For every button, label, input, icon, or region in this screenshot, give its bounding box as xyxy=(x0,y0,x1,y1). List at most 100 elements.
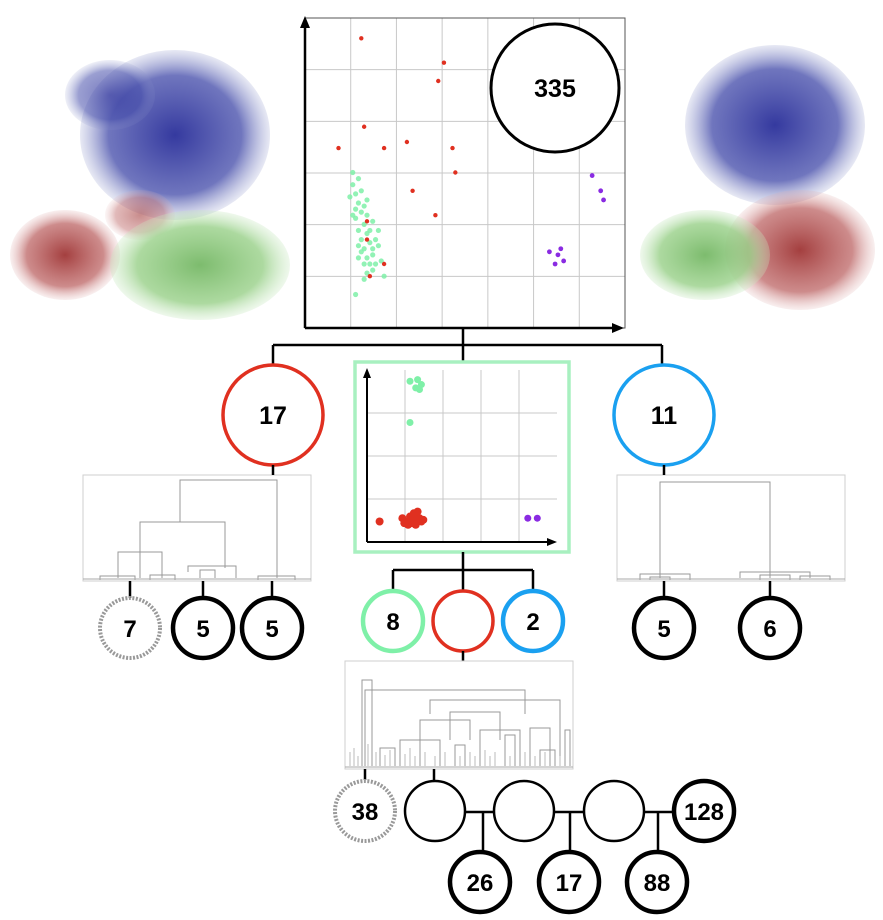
protein-structure-left xyxy=(10,50,290,320)
bottom-chain-node-1 xyxy=(403,779,467,843)
scatter-point-green xyxy=(370,218,376,224)
scatter-top-points xyxy=(336,36,606,298)
scatter-point-green xyxy=(372,237,379,243)
scatter-point-green xyxy=(378,258,384,264)
scatter-point-red xyxy=(453,170,458,175)
scatter-point-green xyxy=(361,221,367,227)
green-child-0: 8 xyxy=(360,588,426,654)
scatter-point-red xyxy=(411,520,420,529)
scatter-point-green xyxy=(355,227,362,234)
scatter-point-red xyxy=(381,145,387,151)
scatter-point-red xyxy=(359,36,364,41)
scatter-point-green xyxy=(375,243,381,249)
scatter-point-purple xyxy=(533,514,541,522)
scatter-plot-middle xyxy=(353,360,571,554)
scatter-point-green xyxy=(350,169,356,176)
scatter-point-red xyxy=(413,507,422,516)
red-leaf-1-label: 5 xyxy=(196,616,209,643)
scatter-point-green xyxy=(353,206,359,212)
bottom-chain-node-3 xyxy=(582,779,646,843)
dendrogram-large xyxy=(344,651,574,770)
scatter-point-red xyxy=(364,237,370,242)
scatter-point-green xyxy=(358,237,364,243)
scatter-point-red xyxy=(404,139,410,145)
scatter-point-green xyxy=(367,227,373,234)
red-leaf-1: 5 xyxy=(170,595,236,661)
scatter-point-green xyxy=(364,270,370,276)
scatter-point-green xyxy=(358,188,364,194)
scatter-point-purple xyxy=(598,188,604,194)
scatter-point-purple xyxy=(555,252,561,258)
scatter-point-green xyxy=(416,386,423,393)
dendrogram-red xyxy=(82,465,312,582)
scatter-point-green xyxy=(364,197,370,203)
scatter-point-red xyxy=(336,145,341,151)
scatter-mid-green-frame xyxy=(353,360,571,554)
bottom-branch-2: 88 xyxy=(624,849,690,915)
scatter-point-green xyxy=(350,182,356,188)
bottom-branch-1: 17 xyxy=(536,849,602,915)
scatter-point-green xyxy=(406,419,414,426)
cluster-blue-label: 11 xyxy=(651,402,678,430)
scatter-point-green xyxy=(381,273,387,279)
scatter-plot-top: 335 xyxy=(300,16,626,333)
scatter-point-green xyxy=(347,194,353,200)
scatter-point-green xyxy=(355,255,362,261)
scatter-mid-points xyxy=(375,376,541,529)
scatter-point-red xyxy=(410,188,415,193)
scatter-point-green xyxy=(370,246,376,252)
green-child-2-label: 2 xyxy=(526,609,539,636)
green-child-2: 2 xyxy=(500,588,566,654)
scatter-point-red xyxy=(433,213,438,218)
scatter-point-red xyxy=(367,274,373,279)
green-child-0-label: 8 xyxy=(386,609,399,636)
red-leaf-0-label: 7 xyxy=(123,616,136,643)
blue-leaf-1: 6 xyxy=(737,595,803,661)
scatter-point-green xyxy=(350,212,356,218)
scatter-point-green xyxy=(364,255,370,261)
scatter-point-green xyxy=(361,276,367,282)
cluster-red-node: 17 xyxy=(221,363,325,467)
red-leaf-connectors xyxy=(128,581,274,598)
scatter-point-red xyxy=(375,517,384,526)
blue-leaf-1-label: 6 xyxy=(763,616,776,643)
scatter-mid-x-arrow xyxy=(547,538,557,546)
bottom-branch-0-label: 26 xyxy=(467,870,494,897)
scatter-point-purple xyxy=(524,514,532,522)
scatter-point-purple xyxy=(558,246,564,252)
red-leaf-2-label: 5 xyxy=(265,616,278,643)
scatter-mid-y-arrow xyxy=(363,368,371,378)
scatter-point-green xyxy=(355,243,362,249)
bottom-chain-node-2 xyxy=(492,779,556,843)
blue-leaf-0: 5 xyxy=(631,595,697,661)
root-node-circle xyxy=(489,22,621,154)
scatter-point-red xyxy=(450,145,455,151)
scatter-point-green xyxy=(370,267,376,273)
scatter-point-green xyxy=(353,191,359,197)
dendrogram-blue xyxy=(616,465,846,582)
bottom-branch-0: 26 xyxy=(447,849,513,915)
scatter-point-red xyxy=(419,515,428,524)
scatter-point-green xyxy=(406,377,414,385)
bottom-chain-connectors xyxy=(363,769,673,850)
scatter-point-green xyxy=(367,261,373,267)
bottom-branch-2-label: 88 xyxy=(644,870,671,897)
protein-structure-right xyxy=(640,45,875,310)
scatter-point-green xyxy=(367,240,373,246)
scatter-point-green xyxy=(364,212,370,218)
scatter-point-red xyxy=(361,124,367,129)
cluster-red-label: 17 xyxy=(259,402,287,430)
scatter-point-red xyxy=(400,519,409,528)
scatter-point-green xyxy=(372,261,379,267)
scatter-point-green xyxy=(358,209,364,215)
scatter-point-purple xyxy=(547,249,552,255)
scatter-point-green xyxy=(361,261,367,267)
scatter-point-green xyxy=(355,200,362,206)
scatter-point-green xyxy=(353,291,359,298)
scatter-point-red xyxy=(381,261,387,267)
green-children-connectors xyxy=(391,552,535,590)
red-leaf-2: 5 xyxy=(239,595,305,661)
bottom-node-first: 38 xyxy=(333,779,397,843)
bottom-node-end-label: 128 xyxy=(684,799,724,826)
bottom-node-first-label: 38 xyxy=(352,799,379,826)
